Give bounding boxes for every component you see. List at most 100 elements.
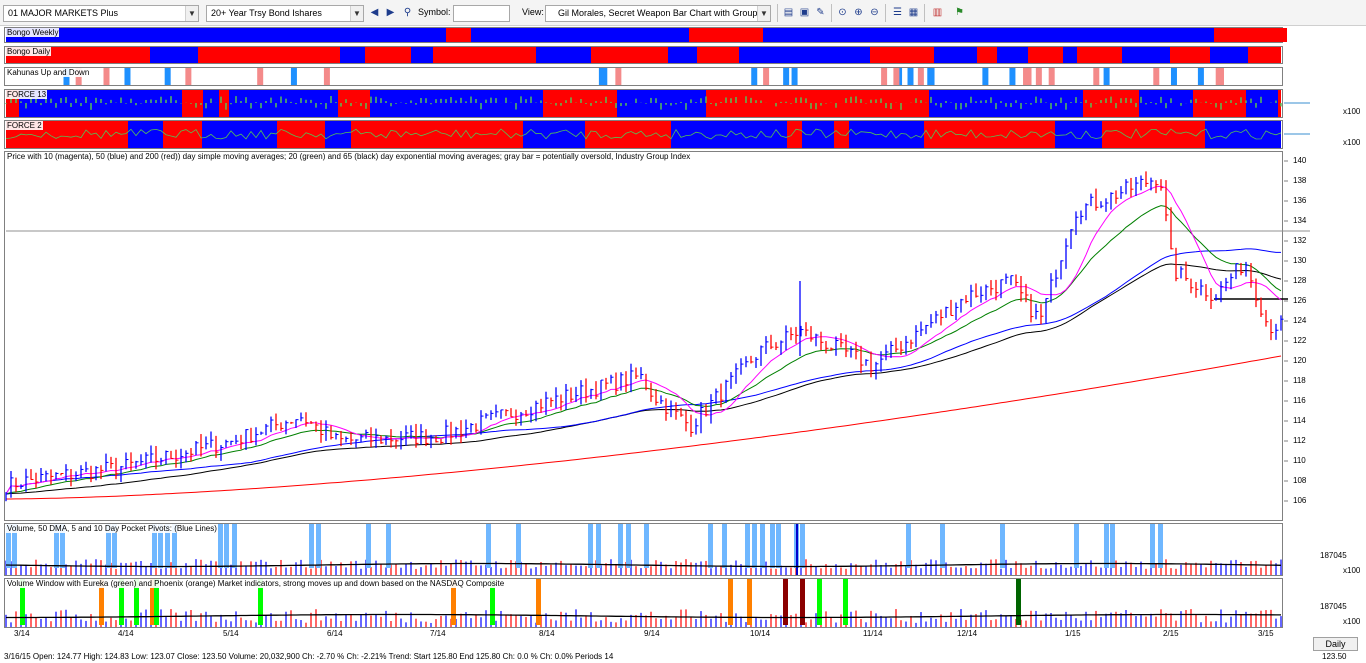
save-icon[interactable]: ▣ xyxy=(799,7,810,18)
table-icon[interactable]: ▦ xyxy=(908,7,919,18)
volume-window-label: Volume Window with Eureka (green) and Ph… xyxy=(6,579,506,588)
price-tick-label: 116 xyxy=(1293,396,1306,405)
pocket-pivot-bar xyxy=(708,524,713,568)
volume-panel: Volume, 50 DMA, 5 and 10 Day Pocket Pivo… xyxy=(4,523,1283,576)
kahunas-marker xyxy=(598,68,605,85)
layout-icon[interactable]: ☰ xyxy=(893,7,902,18)
volume-panel-label: Volume, 50 DMA, 5 and 10 Day Pocket Pivo… xyxy=(6,524,218,533)
force13-segment xyxy=(823,90,878,117)
bongo-daily-panel: Bongo Daily xyxy=(4,46,1283,64)
force13-segment xyxy=(423,90,487,117)
price-panel-label: Price with 10 (magenta), 50 (blue) and 2… xyxy=(6,152,692,161)
bongo-daily-segment xyxy=(816,47,839,63)
view-select[interactable]: Gil Morales, Secret Weapon Bar Chart wit… xyxy=(545,5,771,22)
force13-segment xyxy=(203,90,219,117)
price-tick-label: 118 xyxy=(1293,376,1306,385)
symbol-label: Symbol: xyxy=(418,7,451,17)
force13-segment xyxy=(532,90,543,117)
market-signal-bar xyxy=(134,579,139,625)
force13-segment xyxy=(977,90,1026,117)
force2-segment xyxy=(107,121,128,148)
bongo-weekly-segment xyxy=(763,28,1214,42)
force2-segment xyxy=(163,121,202,148)
previous-arrow-icon[interactable]: ◀ xyxy=(370,7,379,18)
market-signal-bar xyxy=(843,579,848,625)
bongo-daily-segment xyxy=(1077,47,1122,63)
sma10-line xyxy=(5,185,1282,495)
bongo-daily-segment xyxy=(171,47,198,63)
pocket-pivot-bar xyxy=(906,524,911,568)
force2-segment xyxy=(1018,121,1055,148)
print-icon[interactable]: ▤ xyxy=(783,7,794,18)
force2-segment xyxy=(613,121,671,148)
pocket-pivot-bar xyxy=(516,524,521,568)
bongo-weekly-segment xyxy=(689,28,763,42)
pocket-pivot-bar xyxy=(722,524,727,568)
toolbar: 01 MAJOR MARKETS Plus ▼ 20+ Year Trsy Bo… xyxy=(0,0,1366,26)
zoom-icon[interactable]: ⊙ xyxy=(838,7,847,18)
force2-segment xyxy=(1055,121,1102,148)
kahunas-marker xyxy=(763,68,770,85)
kahunas-marker xyxy=(893,68,900,85)
period-button[interactable]: Daily xyxy=(1313,637,1358,651)
kahunas-marker xyxy=(1009,68,1016,85)
kahunas-marker xyxy=(124,68,131,85)
pocket-pivot-bar xyxy=(172,524,177,568)
volume-window-panel: Volume Window with Eureka (green) and Ph… xyxy=(4,578,1283,628)
symbol-input[interactable] xyxy=(453,5,510,22)
market-signal-bar xyxy=(1016,579,1021,625)
security-select[interactable]: 20+ Year Trsy Bond Ishares ▼ xyxy=(206,5,364,22)
indicator-chart-icon[interactable]: ▥ xyxy=(932,7,943,18)
pocket-pivot-bar xyxy=(165,524,170,568)
price-panel: Price with 10 (magenta), 50 (blue) and 2… xyxy=(4,151,1283,521)
bongo-daily-segment xyxy=(697,47,739,63)
market-signal-bar xyxy=(817,579,822,625)
force13-segment xyxy=(786,90,823,117)
edit-icon[interactable]: ✎ xyxy=(816,7,825,18)
date-tick-label: 3/14 xyxy=(14,629,30,638)
force2-segment xyxy=(523,121,564,148)
list-select-value: 01 MAJOR MARKETS Plus xyxy=(8,8,119,18)
pocket-pivot-bar xyxy=(224,524,229,568)
bongo-daily-segment xyxy=(1122,47,1137,63)
price-tick-label: 138 xyxy=(1293,176,1307,185)
bongo-daily-segment xyxy=(198,47,228,63)
pocket-pivot-bar xyxy=(366,524,371,568)
bongo-daily-segment xyxy=(739,47,781,63)
price-tick-label: 108 xyxy=(1293,476,1307,485)
pocket-pivot-bar xyxy=(486,524,491,568)
pocket-pivot-bar xyxy=(152,524,157,568)
force2-segment xyxy=(967,121,1018,148)
zoom-in-icon[interactable]: ⊕ xyxy=(854,7,863,18)
force2-segment xyxy=(564,121,585,148)
next-arrow-icon[interactable]: ▶ xyxy=(386,7,395,18)
date-tick-label: 1/15 xyxy=(1065,629,1081,638)
bongo-daily-segment xyxy=(1137,47,1170,63)
pocket-pivot-bar xyxy=(12,524,17,568)
force13-segment xyxy=(1258,90,1278,117)
volume-value-label: 187045 xyxy=(1320,551,1347,560)
bongo-daily-segment xyxy=(228,47,262,63)
price-tick-label: 106 xyxy=(1293,496,1307,505)
kahunas-marker xyxy=(791,68,798,85)
force2-segment xyxy=(671,121,702,148)
alert-icon[interactable]: ⚑ xyxy=(955,7,964,18)
zoom-out-icon[interactable]: ⊖ xyxy=(870,7,879,18)
pocket-pivot-bar xyxy=(940,524,945,568)
bongo-daily-segment xyxy=(1028,47,1063,63)
kahunas-marker xyxy=(1197,68,1204,85)
bongo-daily-segment xyxy=(536,47,552,63)
binoculars-icon[interactable]: ⚲ xyxy=(403,7,412,18)
pocket-pivot-bar xyxy=(1110,524,1115,568)
kahunas-marker xyxy=(1023,68,1030,85)
bongo-daily-segment xyxy=(1170,47,1210,63)
list-select[interactable]: 01 MAJOR MARKETS Plus ▼ xyxy=(3,5,199,22)
force2-segment xyxy=(325,121,351,148)
kahunas-marker xyxy=(982,68,989,85)
date-tick-label: 10/14 xyxy=(750,629,771,638)
bongo-daily-segment xyxy=(340,47,365,63)
volume-dma-line xyxy=(5,562,1282,568)
market-signal-bar xyxy=(451,579,456,625)
force13-segment xyxy=(219,90,229,117)
